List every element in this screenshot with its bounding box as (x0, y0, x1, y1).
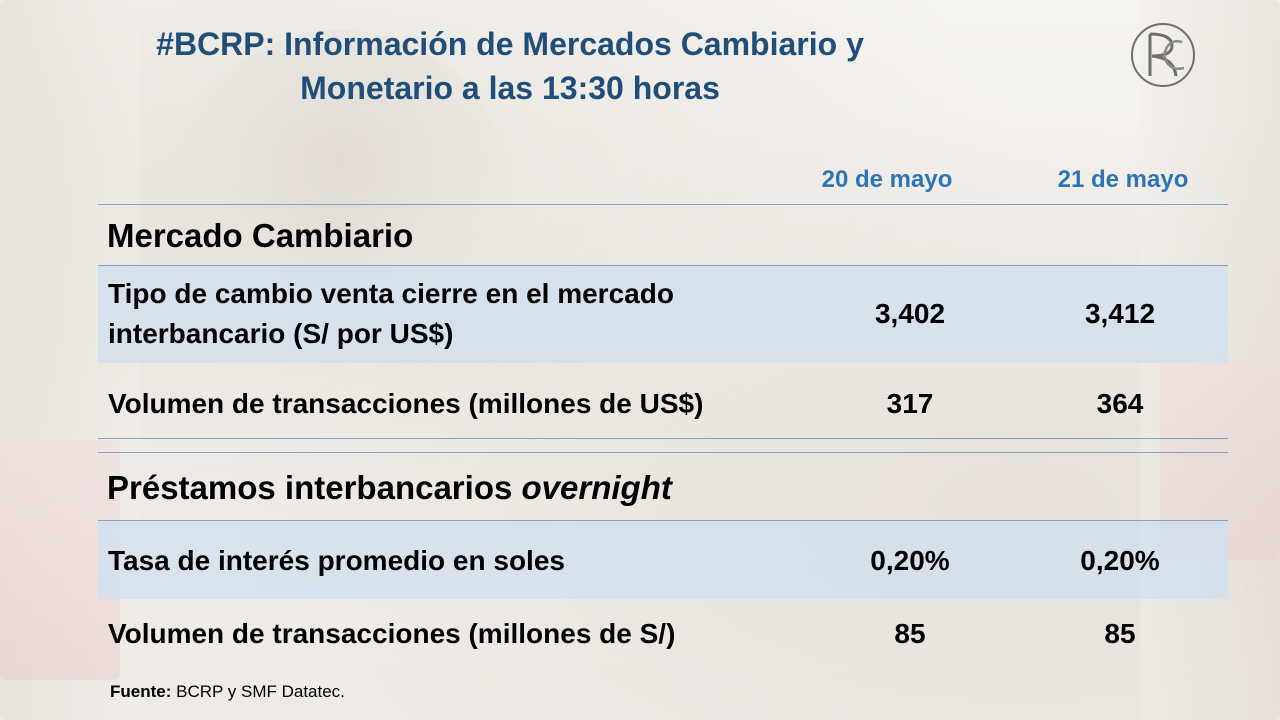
column-header-20-mayo: 20 de mayo (821, 166, 953, 193)
source-note: Fuente: BCRP y SMF Datatec. (110, 682, 345, 702)
value-21-mayo: 3,412 (1084, 298, 1156, 329)
divider (98, 438, 1228, 439)
section-title-text: Mercado Cambiario (107, 217, 414, 254)
value-20-mayo: 317 (886, 388, 934, 419)
divider (98, 452, 1228, 453)
slide-title: #BCRP: Información de Mercados Cambiario… (140, 22, 880, 110)
table-row-tasa-de-interes: Tasa de interés promedio en soles 0,20% … (98, 521, 1228, 599)
value-21-mayo: 364 (1096, 388, 1144, 419)
value-20-mayo: 3,402 (874, 298, 946, 329)
divider (98, 204, 1228, 205)
title-line-2: Monetario a las 13:30 horas (300, 70, 720, 106)
row-label: Tipo de cambio venta cierre en el mercad… (108, 274, 674, 354)
row-label-line-2: interbancario (S/ por US$) (108, 318, 454, 349)
source-prefix: Fuente: (110, 682, 172, 701)
section-title-prestamos-interbancarios: Préstamos interbancarios overnight (107, 468, 672, 508)
row-label: Tasa de interés promedio en soles (108, 545, 565, 576)
title-line-1: #BCRP: Información de Mercados Cambiario… (156, 26, 864, 62)
section-title-mercado-cambiario: Mercado Cambiario (107, 216, 413, 256)
value-20-mayo: 0,20% (870, 545, 950, 576)
column-header-21-mayo: 21 de mayo (1057, 166, 1189, 193)
divider (98, 265, 1228, 266)
divider (98, 520, 1228, 521)
row-label: Volumen de transacciones (millones de S/… (108, 618, 676, 649)
value-21-mayo: 0,20% (1080, 545, 1160, 576)
row-label: Volumen de transacciones (millones de US… (108, 388, 704, 419)
value-20-mayo: 85 (894, 618, 926, 649)
row-label-line-1: Tipo de cambio venta cierre en el mercad… (108, 278, 674, 309)
section-title-italic: overnight (521, 469, 672, 506)
value-21-mayo: 85 (1104, 618, 1136, 649)
table-row-volumen-soles: Volumen de transacciones (millones de S/… (98, 600, 1228, 670)
table-row-tipo-de-cambio: Tipo de cambio venta cierre en el mercad… (98, 266, 1228, 363)
table-row-volumen-usd: Volumen de transacciones (millones de US… (98, 364, 1228, 438)
source-text: BCRP y SMF Datatec. (171, 682, 345, 701)
section-title-text: Préstamos interbancarios (107, 469, 513, 506)
bcrp-monogram-icon (1131, 23, 1195, 87)
